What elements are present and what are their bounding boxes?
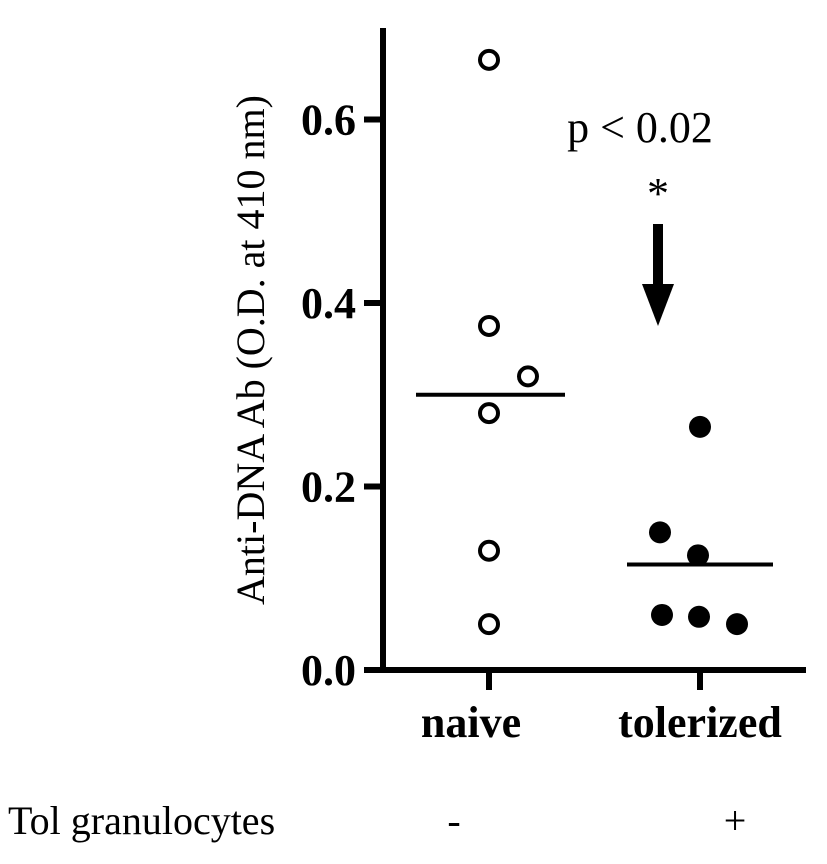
y-axis-label: Anti-DNA Ab (O.D. at 410 nm) [228, 95, 273, 605]
category-label-tolerized: tolerized [618, 698, 782, 747]
y-tick-label: 0.4 [301, 279, 356, 328]
data-point-naive [478, 539, 500, 562]
y-tick-label: 0.0 [301, 646, 356, 695]
y-tick-label: 0.2 [301, 463, 356, 512]
significance-asterisk: * [647, 169, 669, 218]
data-point-tolerized [651, 603, 673, 626]
data-point-tolerized [687, 544, 709, 567]
data-point-naive [478, 402, 500, 425]
data-point-tolerized [688, 605, 710, 628]
data-point-tolerized [689, 415, 711, 438]
data-marks [416, 48, 773, 636]
down-arrow-icon [642, 224, 674, 326]
category-label-naive: naive [421, 698, 521, 747]
tol-granulocytes-label: Tol granulocytes [8, 798, 275, 843]
data-point-tolerized [649, 521, 671, 544]
data-point-naive [517, 365, 539, 388]
tol-granulocytes-tolerized-sign: + [724, 798, 747, 843]
data-point-naive [478, 314, 500, 337]
p-value-annotation: p < 0.02 [567, 103, 713, 152]
y-tick-label: 0.6 [301, 96, 356, 145]
tol-granulocytes-naive-sign: - [447, 798, 460, 843]
y-axis-ticks: 0.0 0.2 0.4 0.6 [301, 96, 383, 695]
data-point-naive [478, 613, 500, 636]
data-point-tolerized [726, 613, 748, 636]
data-point-naive [478, 48, 500, 71]
